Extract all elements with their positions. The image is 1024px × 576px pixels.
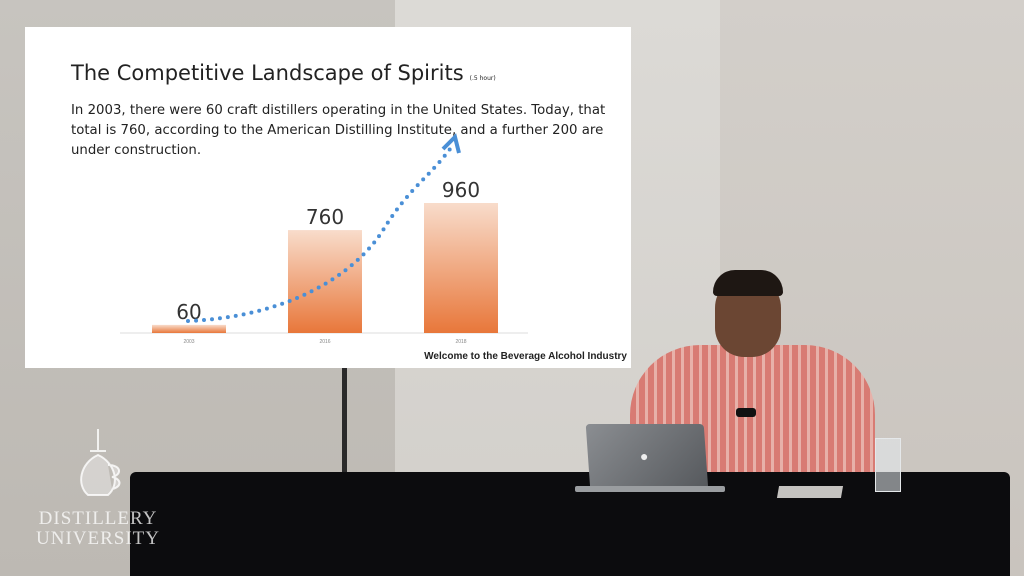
bar bbox=[424, 203, 498, 333]
notebook bbox=[776, 486, 844, 498]
bar bbox=[288, 230, 362, 333]
title-note: (.5 hour) bbox=[469, 75, 496, 82]
slide-footer: Welcome to the Beverage Alcohol Industry bbox=[424, 351, 627, 362]
apple-logo-icon: ● bbox=[640, 448, 649, 464]
screen-stand bbox=[342, 368, 347, 478]
arrow-head-icon bbox=[441, 133, 461, 154]
data-label: 760 bbox=[306, 205, 344, 229]
projected-slide: 60 2003 760 2016 960 2018 The Competitive Lan… bbox=[25, 27, 631, 368]
watermark-line2: UNIVERSITY bbox=[36, 528, 160, 549]
slide-body: In 2003, there were 60 craft distillers … bbox=[71, 103, 606, 158]
water-glass bbox=[875, 438, 901, 492]
data-label: 960 bbox=[442, 178, 480, 202]
still-logo-icon bbox=[80, 429, 121, 496]
laptop-base bbox=[575, 486, 725, 492]
bar bbox=[152, 324, 226, 333]
x-tick-label: 2003 bbox=[183, 339, 194, 345]
slide-title: The Competitive Landscape of Spirits (.5 … bbox=[71, 61, 496, 85]
presenter-hair bbox=[713, 270, 783, 296]
table bbox=[130, 472, 1010, 576]
watermark-line1: DISTILLERY bbox=[38, 508, 158, 529]
distillery-university-watermark: DISTILLERY UNIVERSITY bbox=[28, 425, 168, 549]
x-tick-label: 2016 bbox=[319, 339, 330, 345]
trend-arrow bbox=[186, 143, 455, 323]
lapel-mic bbox=[736, 408, 756, 417]
title-text: The Competitive Landscape of Spirits bbox=[71, 61, 464, 85]
x-tick-label: 2018 bbox=[455, 339, 466, 345]
